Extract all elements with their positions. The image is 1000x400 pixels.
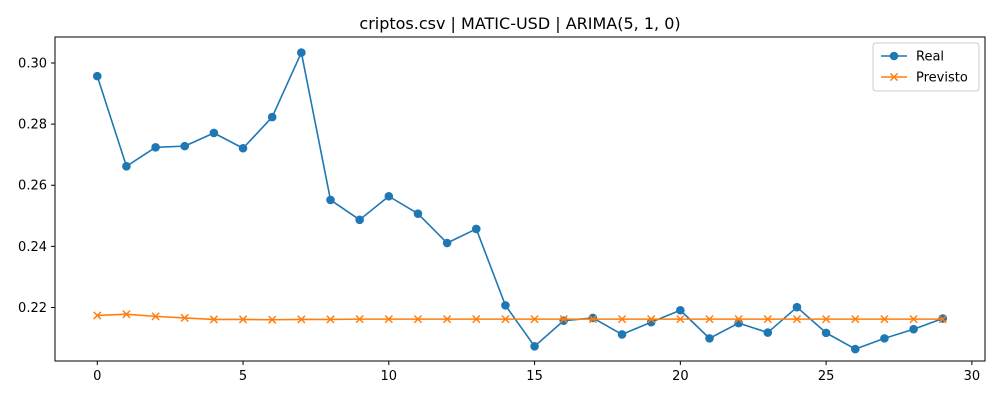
x-tick-label: 5 bbox=[239, 369, 247, 384]
legend-marker-previsto bbox=[889, 72, 899, 82]
previsto-point bbox=[472, 314, 481, 324]
real-point bbox=[559, 316, 569, 325]
y-tick-label: 0.28 bbox=[18, 118, 47, 133]
previsto-point bbox=[530, 314, 539, 324]
previsto-point bbox=[617, 314, 627, 324]
previsto-point bbox=[180, 313, 189, 323]
real-point bbox=[880, 334, 889, 343]
legend-label-real: Real bbox=[916, 50, 944, 65]
previsto-point bbox=[909, 314, 918, 324]
previsto-point bbox=[122, 310, 131, 319]
previsto-point bbox=[851, 314, 860, 324]
previsto-point bbox=[821, 314, 831, 324]
real-point bbox=[792, 302, 802, 312]
plot-area: 0 5 10 15 20 25 30 0.22 0.24 0.26 0.28 0.30 Real Prev… bbox=[18, 36, 986, 384]
previsto-point bbox=[384, 314, 393, 324]
x-tick-label: 25 bbox=[818, 369, 835, 384]
previsto-point bbox=[676, 314, 685, 324]
previsto-point bbox=[268, 315, 277, 324]
real-point bbox=[355, 215, 364, 225]
real-point bbox=[384, 191, 394, 201]
previsto-point bbox=[647, 314, 656, 324]
real-point bbox=[413, 209, 423, 218]
previsto-point bbox=[93, 311, 102, 320]
legend-label-previsto: Previsto bbox=[916, 71, 968, 86]
x-tick-label: 30 bbox=[964, 369, 981, 384]
real-point bbox=[471, 224, 481, 234]
y-tick-label: 0.30 bbox=[18, 56, 47, 71]
previsto-point bbox=[559, 314, 568, 324]
real-series-line bbox=[96, 51, 944, 350]
y-tick-label: 0.26 bbox=[18, 179, 47, 194]
real-point bbox=[646, 317, 656, 327]
real-point bbox=[763, 328, 773, 337]
x-tick-label: 15 bbox=[526, 369, 543, 384]
previsto-point bbox=[792, 314, 802, 324]
x-tick-label: 20 bbox=[672, 369, 689, 384]
previsto-point bbox=[297, 315, 306, 324]
previsto-point bbox=[326, 315, 335, 324]
previsto-point bbox=[501, 314, 510, 324]
real-point bbox=[297, 48, 306, 57]
real-point bbox=[850, 344, 860, 354]
real-point bbox=[442, 238, 452, 248]
previsto-point bbox=[705, 314, 714, 324]
real-point bbox=[705, 334, 714, 343]
real-point bbox=[909, 324, 918, 334]
previsto-point bbox=[209, 315, 219, 324]
real-point bbox=[821, 328, 831, 338]
real-point bbox=[501, 301, 510, 310]
x-tick-label: 0 bbox=[93, 369, 101, 384]
previsto-point bbox=[734, 314, 743, 324]
real-point bbox=[617, 330, 627, 339]
real-point bbox=[209, 128, 219, 138]
real-point bbox=[588, 313, 598, 323]
y-tick-label: 0.22 bbox=[18, 301, 47, 316]
real-point bbox=[92, 71, 102, 81]
real-point bbox=[326, 195, 335, 205]
real-point bbox=[676, 305, 685, 315]
previsto-point bbox=[413, 314, 423, 324]
axes-frame bbox=[54, 36, 986, 362]
y-tick-label: 0.24 bbox=[18, 240, 47, 255]
previsto-point bbox=[442, 314, 452, 324]
previsto-point bbox=[238, 315, 248, 324]
legend-box bbox=[872, 42, 980, 92]
x-tick-label: 10 bbox=[381, 369, 398, 384]
previsto-point bbox=[938, 314, 947, 324]
real-point bbox=[267, 112, 277, 122]
real-point bbox=[238, 143, 248, 153]
previsto-point bbox=[880, 314, 889, 324]
previsto-series-line bbox=[97, 313, 943, 321]
chart-title: criptos.csv | MATIC-USD | ARIMA(5, 1, 0) bbox=[359, 14, 680, 33]
previsto-point bbox=[151, 312, 160, 321]
real-point bbox=[151, 143, 160, 152]
legend-marker-real bbox=[889, 51, 899, 61]
previsto-point bbox=[763, 314, 772, 324]
real-point bbox=[180, 141, 190, 151]
previsto-point bbox=[588, 314, 598, 324]
real-point bbox=[530, 342, 539, 351]
previsto-point bbox=[355, 314, 364, 324]
real-point bbox=[122, 161, 131, 171]
